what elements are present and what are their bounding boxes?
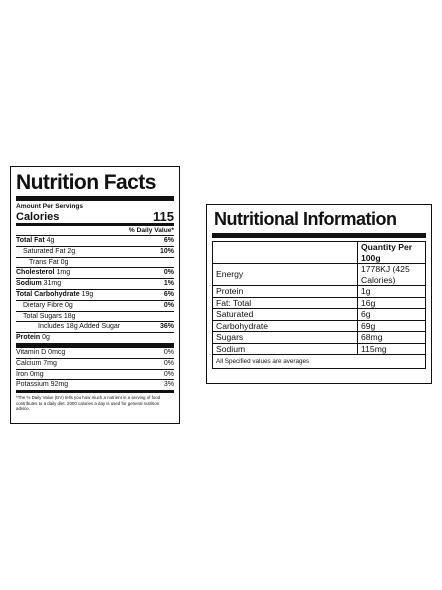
- daily-value-footnote: *The % Daily Value (DV) tells you how mu…: [16, 395, 161, 412]
- quantity-per-100g-header: Quantity Per 100g: [361, 242, 413, 263]
- table-row-sodium: Sodium 115mg: [213, 342, 425, 354]
- thick-divider: [16, 196, 174, 201]
- nutrition-facts-title: Nutrition Facts: [16, 170, 156, 194]
- table-row-carbohydrate: Carbohydrate 69g: [213, 319, 425, 331]
- averages-note: All Specified values are averages: [216, 358, 310, 365]
- nutritional-information-title: Nutritional Information: [214, 209, 397, 229]
- nutrient-row-vitamin-d: Vitamin D 0mcg 0%: [16, 348, 174, 356]
- nutrient-row-potassium: Potassium 92mg 3%: [16, 379, 174, 389]
- footnote-divider: [16, 390, 174, 394]
- table-row-sugars: Sugars 68mg: [213, 331, 425, 343]
- nutrition-facts-panel: Nutrition Facts Amount Per Servings Calo…: [10, 166, 180, 424]
- nutrition-table: Quantity Per 100g Energy 1778KJ (425 Cal…: [212, 241, 426, 369]
- nutrient-row-trans-fat: Trans Fat 0g: [16, 256, 174, 268]
- nutrient-row-sodium: Sodium 31mg 1%: [16, 278, 174, 288]
- nutrient-row-saturated-fat: Saturated Fat 2g 10%: [16, 245, 174, 257]
- nutrient-row-dietary-fibre: Dietary Fibre 0g 0%: [16, 299, 174, 311]
- nutrient-row-added-sugar: Includes 18g Added Sugar 36%: [16, 321, 174, 332]
- daily-value-header: % Daily Value*: [128, 227, 174, 234]
- nutrient-row-total-sugars: Total Sugars 18g: [16, 310, 174, 322]
- table-row-energy: Energy 1778KJ (425 Calories): [213, 263, 425, 285]
- nutrient-row-total-fat: Total Fat 4g 6%: [16, 235, 174, 244]
- nutrient-row-protein: Protein 0g: [16, 332, 174, 343]
- vitamins-divider: [16, 342, 174, 348]
- table-row-saturated: Saturated 6g: [213, 308, 425, 320]
- table-header-row: Quantity Per 100g: [213, 242, 425, 263]
- medium-divider: [16, 223, 174, 226]
- amount-per-serving-label: Amount Per Servings: [16, 203, 84, 210]
- title-divider: [212, 233, 426, 238]
- nutrient-row-calcium: Calcium 7mg 0%: [16, 357, 174, 367]
- header-label-cell: [213, 242, 358, 263]
- nutrient-row-cholesterol: Cholesterol 1mg 0%: [16, 267, 174, 277]
- nutritional-information-panel: Nutritional Information Quantity Per 100…: [206, 204, 432, 384]
- nutrient-row-total-carbohydrate: Total Carbohydrate 19g 6%: [16, 288, 174, 298]
- table-row-protein: Protein 1g: [213, 285, 425, 297]
- nutrient-row-iron: Iron 0mg 0%: [16, 368, 174, 378]
- calories-row: Calories 115: [16, 209, 174, 224]
- table-note-row: All Specified values are averages: [213, 354, 425, 368]
- table-row-fat-total: Fat: Total 16g: [213, 296, 425, 308]
- calories-value: 115: [153, 209, 174, 224]
- calories-label: Calories: [16, 211, 60, 223]
